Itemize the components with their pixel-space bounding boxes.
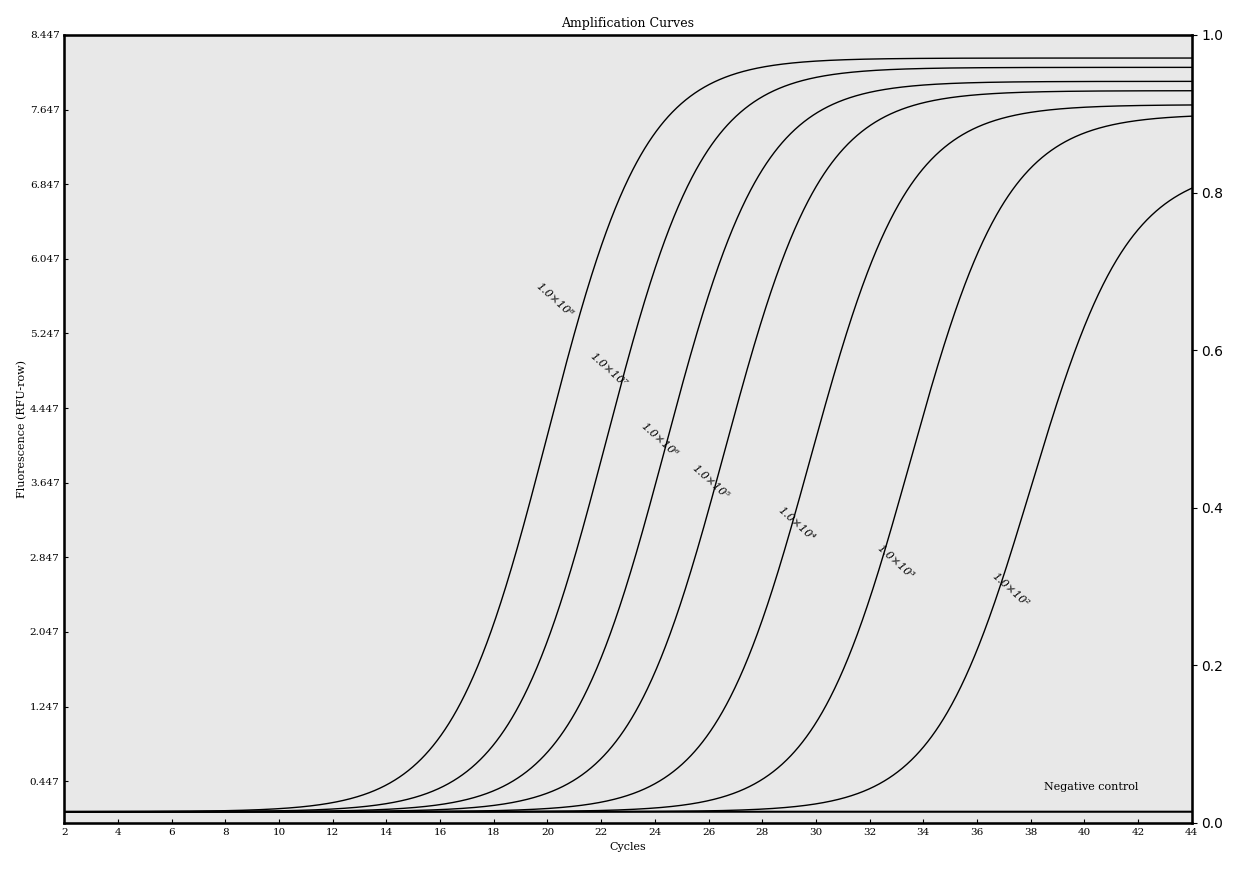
Text: 1.0×10⁸: 1.0×10⁸ [534,282,575,320]
Text: 1.0×10⁶: 1.0×10⁶ [639,421,680,460]
Text: Negative control: Negative control [1044,782,1138,793]
Y-axis label: Fluorescence (RFU-row): Fluorescence (RFU-row) [16,360,27,498]
Text: 1.0×10²: 1.0×10² [991,571,1032,609]
Text: 1.0×10⁴: 1.0×10⁴ [775,506,816,543]
Text: 1.0×10⁷: 1.0×10⁷ [588,351,629,389]
Title: Amplification Curves: Amplification Curves [562,17,694,30]
Text: 1.0×10³: 1.0×10³ [875,542,915,580]
Text: 1.0×10⁵: 1.0×10⁵ [689,463,730,501]
X-axis label: Cycles: Cycles [610,842,646,852]
